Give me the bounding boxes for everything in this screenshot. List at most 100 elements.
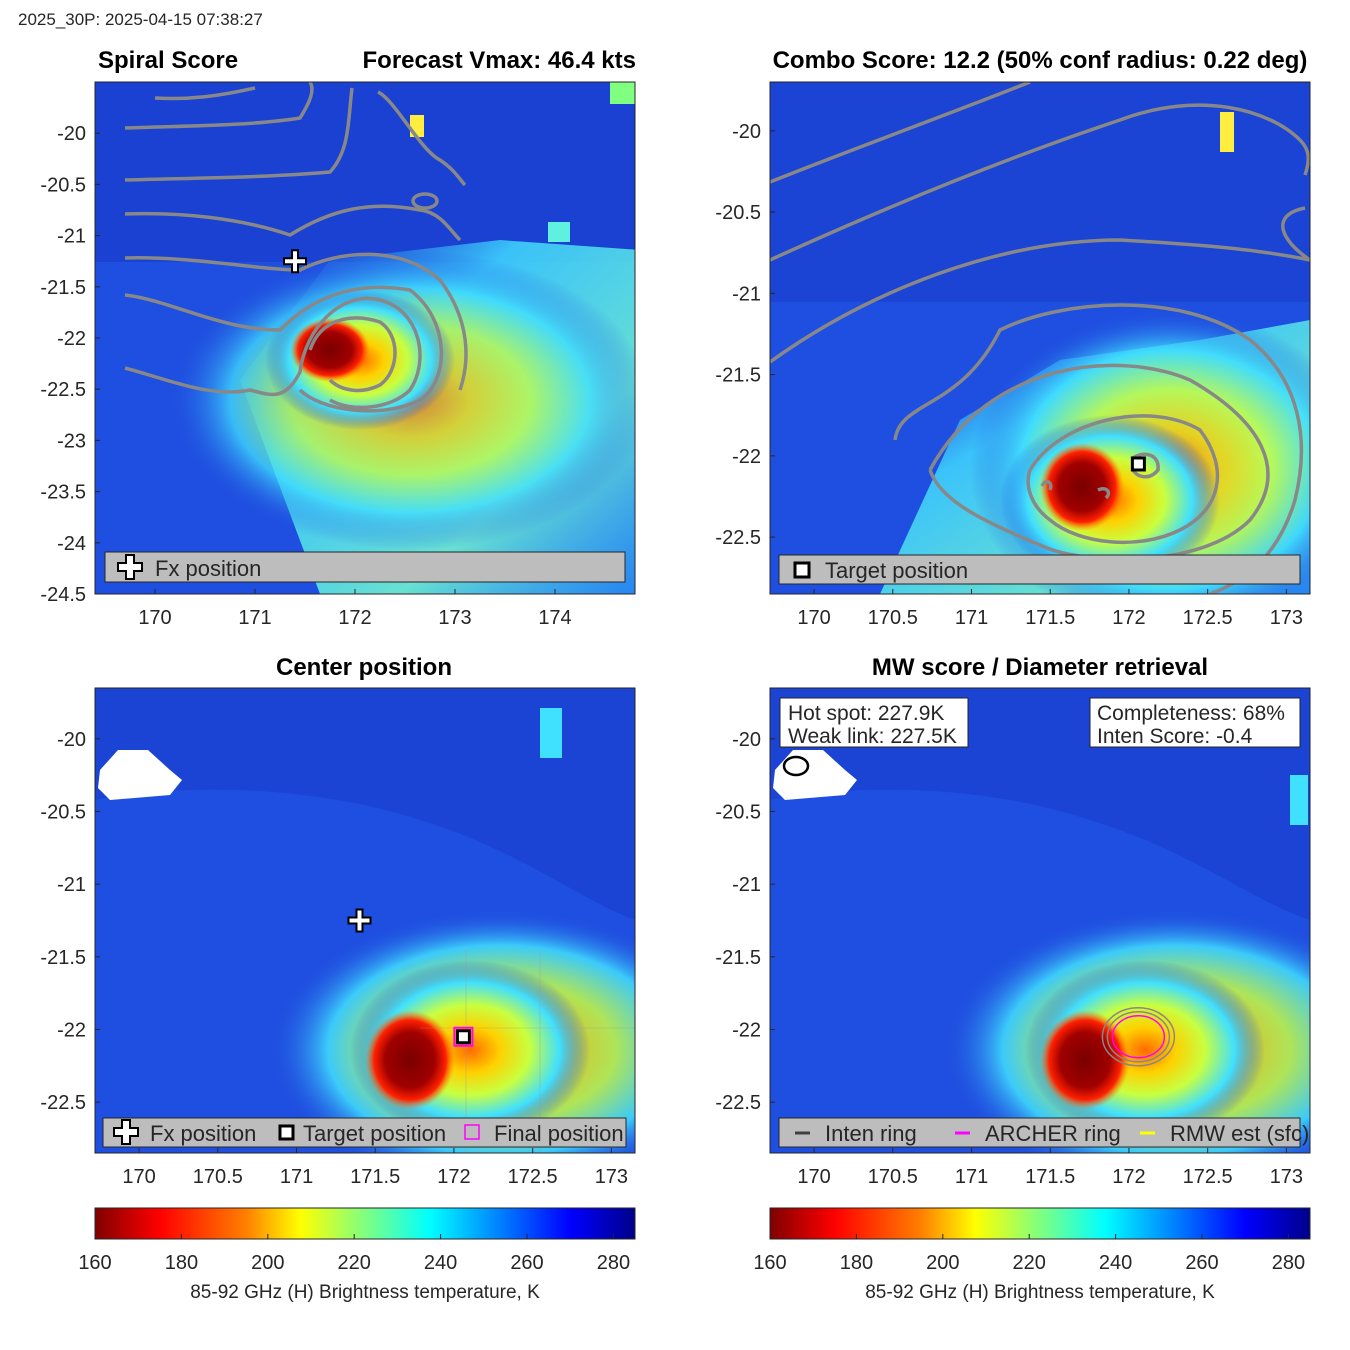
colorbar-tick-label: 200 (926, 1252, 959, 1274)
y-tick-label: -22.5 (715, 527, 761, 549)
colorbar-tick-label: 280 (1272, 1252, 1305, 1274)
colorbar-label: 85-92 GHz (H) Brightness temperature, K (190, 1282, 540, 1303)
x-tick-label: 171.5 (1025, 607, 1075, 629)
y-tick-label: -24 (57, 533, 86, 555)
panel-title-right: Forecast Vmax: 46.4 kts (363, 47, 636, 74)
fx-position-marker (347, 908, 372, 933)
x-tick-label: 170 (122, 1166, 155, 1188)
y-tick-label: -20.5 (715, 802, 761, 824)
colorbar-tick-label: 160 (78, 1252, 111, 1274)
y-tick-label: -22.5 (715, 1092, 761, 1114)
x-tick-label: 170.5 (868, 607, 918, 629)
panel-title: MW score / Diameter retrieval (872, 654, 1208, 681)
x-tick-labels: 170 171 172 173 174 (138, 589, 572, 629)
colorbar-tick-label: 180 (840, 1252, 873, 1274)
fx-position-icon (117, 554, 143, 580)
x-tick-label: 173 (595, 1166, 628, 1188)
y-tick-label: -20.5 (40, 174, 86, 196)
x-tick-label: 171.5 (350, 1166, 400, 1188)
x-tick-label: 170 (138, 607, 171, 629)
x-tick-label: 171 (955, 1166, 988, 1188)
colorbar-tick-label: 180 (165, 1252, 198, 1274)
legend-label: Target position (825, 558, 968, 583)
legend-label: Fx position (155, 556, 261, 581)
x-tick-label: 172 (437, 1166, 470, 1188)
y-tick-label: -22 (732, 1019, 761, 1041)
fx-position-marker (283, 249, 307, 274)
y-tick-label: -22 (57, 1019, 86, 1041)
y-tick-label: -21.5 (715, 947, 761, 969)
panel-title: Center position (276, 654, 452, 681)
x-tick-label: 171 (280, 1166, 313, 1188)
colorbar-tick-label: 220 (338, 1252, 371, 1274)
legend-box: Fx position (104, 551, 626, 583)
x-tick-label: 172.5 (1183, 1166, 1233, 1188)
header-timestamp: 2025_30P: 2025-04-15 07:38:27 (18, 10, 263, 29)
legend-label: RMW est (sfc) (1170, 1121, 1309, 1146)
panel-center-position: Center position -20 -20.5 -21 -21.5 -22 -22.5… (40, 654, 636, 1188)
colorbar-label: 85-92 GHz (H) Brightness temperature, K (865, 1282, 1215, 1303)
panel-combo-score: Combo Score: 12.2 (50% conf radius: 0.22… (715, 47, 1311, 629)
colorbar-tick-label: 240 (424, 1252, 457, 1274)
x-tick-label: 171.5 (1025, 1166, 1075, 1188)
x-tick-label: 172 (1112, 1166, 1145, 1188)
y-tick-label: -24.5 (40, 584, 86, 606)
target-position-icon (793, 561, 811, 579)
panel-title-left: Spiral Score (98, 47, 238, 74)
y-tick-label: -22.5 (40, 379, 86, 401)
y-tick-label: -21 (732, 874, 761, 896)
y-tick-label: -20 (57, 123, 86, 145)
markers (347, 908, 474, 1047)
colorbar-tick-labels: 160 180 200 220 240 260 280 (753, 1234, 1305, 1274)
x-tick-label: 173 (1270, 1166, 1303, 1188)
x-tick-labels: 170 170.5 171 171.5 172 172.5 173 (797, 589, 1303, 629)
colorbar-tick-label: 240 (1099, 1252, 1132, 1274)
inten-score-value: Inten Score: -0.4 (1097, 725, 1253, 748)
x-tick-label: 170.5 (868, 1166, 918, 1188)
colorbar-left: 160 180 200 220 240 260 280 85-92 GHz (H) Brig… (78, 1207, 636, 1303)
x-tick-label: 173 (1270, 607, 1303, 629)
y-tick-label: -21.5 (715, 365, 761, 387)
y-tick-labels: -20 -20.5 -21 -21.5 -22 -22.5 (715, 121, 775, 549)
hot-spot-value: Hot spot: 227.9K (788, 702, 944, 725)
y-tick-label: -21 (732, 283, 761, 305)
x-tick-label: 172.5 (508, 1166, 558, 1188)
x-tick-label: 173 (438, 607, 471, 629)
archer-ring (1111, 1015, 1166, 1059)
x-tick-label: 172 (1112, 607, 1145, 629)
y-tick-labels: -20 -20.5 -21 -21.5 -22 -22.5 -23 -23.5 -24 -24.5 (40, 123, 100, 606)
y-tick-label: -20 (57, 729, 86, 751)
x-tick-label: 170 (797, 1166, 830, 1188)
completeness-value: Completeness: 68% (1097, 702, 1285, 725)
x-tick-label: 172.5 (1183, 607, 1233, 629)
y-tick-label: -21 (57, 226, 86, 248)
markers (283, 249, 307, 274)
inten-ring-outer (1101, 1007, 1176, 1067)
y-tick-labels: -20 -20.5 -21 -21.5 -22 -22.5 (40, 729, 100, 1114)
legend-label: Fx position (150, 1121, 256, 1146)
colorbar-tick-label: 280 (597, 1252, 630, 1274)
markers (1130, 456, 1146, 472)
y-tick-label: -21.5 (40, 947, 86, 969)
panel-spiral-score: Spiral Score Forecast Vmax: 46.4 kts (40, 47, 636, 629)
x-tick-label: 172 (338, 607, 371, 629)
panel-title: Combo Score: 12.2 (50% conf radius: 0.22… (773, 47, 1308, 74)
legend-box: Target position (778, 554, 1301, 585)
x-tick-label: 170.5 (193, 1166, 243, 1188)
colorbar-tick-label: 160 (753, 1252, 786, 1274)
colorbar-tick-label: 220 (1013, 1252, 1046, 1274)
y-tick-label: -20 (732, 729, 761, 751)
hot-spot-box: Hot spot: 227.9K Weak link: 227.5K (779, 697, 969, 748)
colorbar-tick-label: 260 (510, 1252, 543, 1274)
legend-box: Inten ring ARCHER ring RMW est (sfc) (778, 1117, 1309, 1148)
x-tick-labels: 170 170.5 171 171.5 172 172.5 173 (797, 1148, 1303, 1188)
legend-label: Inten ring (825, 1121, 917, 1146)
y-tick-label: -23.5 (40, 482, 86, 504)
legend-label: Final position (494, 1121, 624, 1146)
completeness-box: Completeness: 68% Inten Score: -0.4 (1089, 697, 1301, 748)
panel-mw-score: MW score / Diameter retrieval -20 -20.5 -2… (715, 654, 1311, 1188)
colorbar-tick-label: 260 (1185, 1252, 1218, 1274)
colorbar-tick-labels: 160 180 200 220 240 260 280 (78, 1234, 630, 1274)
legend-label: ARCHER ring (985, 1121, 1121, 1146)
y-tick-label: -22 (732, 446, 761, 468)
